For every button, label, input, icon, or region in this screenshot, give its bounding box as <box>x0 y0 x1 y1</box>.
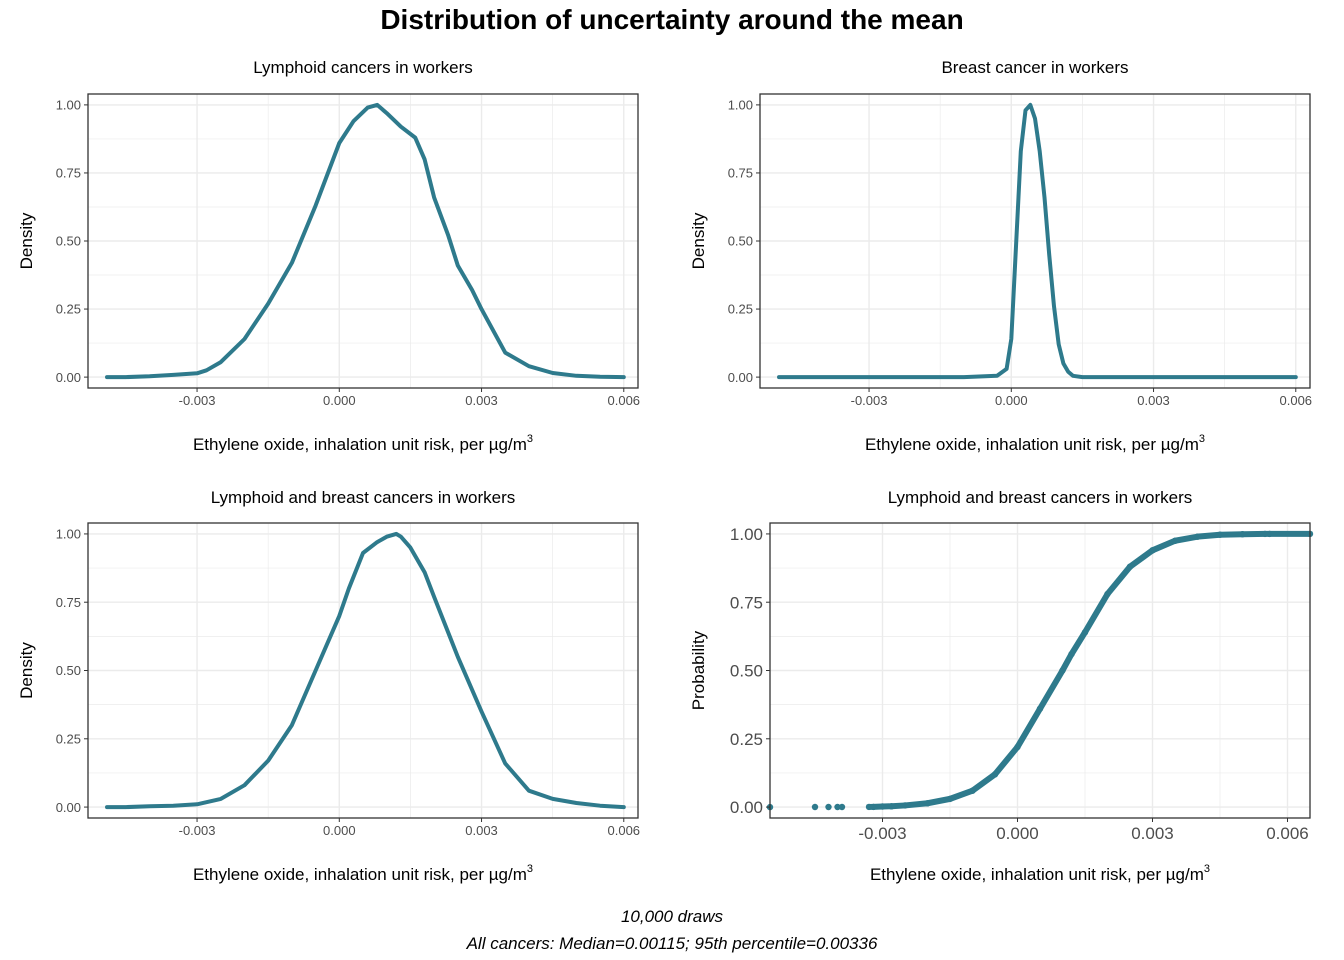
x-tick-label: -0.003 <box>179 823 216 838</box>
cdf-point <box>825 803 832 811</box>
x-tick-label: 0.003 <box>465 823 498 838</box>
x-tick-label: 0.000 <box>995 393 1028 408</box>
x-axis-label: Ethylene oxide, inhalation unit risk, pe… <box>870 863 1210 884</box>
x-axis-label: Ethylene oxide, inhalation unit risk, pe… <box>193 433 533 454</box>
y-tick-label: 0.00 <box>730 798 763 817</box>
panel-title: Lymphoid and breast cancers in workers <box>211 488 516 507</box>
x-axis-label-text: Ethylene oxide, inhalation unit risk, pe… <box>865 435 1199 454</box>
cdf-point <box>811 803 819 811</box>
y-tick-label: 0.75 <box>728 166 753 181</box>
x-tick-label: -0.003 <box>851 393 888 408</box>
panel-title: Lymphoid cancers in workers <box>253 58 473 77</box>
density-curve <box>105 531 626 810</box>
cdf-point-band <box>1059 651 1075 674</box>
y-axis-label: Density <box>17 212 36 269</box>
y-tick-label: 0.75 <box>56 595 81 610</box>
x-axis-label-superscript: 3 <box>527 433 533 445</box>
cdf-point-band <box>1104 563 1133 598</box>
y-tick-label: 0.00 <box>728 370 753 385</box>
x-axis-label: Ethylene oxide, inhalation unit risk, pe… <box>865 433 1205 454</box>
y-tick-label: 0.50 <box>730 662 763 681</box>
x-tick-label: -0.003 <box>858 824 906 843</box>
cdf-point-band <box>1172 533 1201 544</box>
caption-draws: 10,000 draws <box>620 907 724 926</box>
cdf-point-band <box>1014 705 1043 750</box>
y-tick-label: 0.75 <box>56 166 81 181</box>
x-tick-label: 0.006 <box>1266 824 1309 843</box>
figure-title: Distribution of uncertainty around the m… <box>380 4 964 35</box>
x-axis-label-superscript: 3 <box>527 863 533 875</box>
y-tick-label: 1.00 <box>728 98 753 113</box>
x-tick-label: 0.006 <box>1280 393 1313 408</box>
cdf-point-band <box>1127 547 1156 570</box>
y-tick-label: 0.25 <box>56 731 81 746</box>
y-axis-label: Density <box>17 642 36 699</box>
y-tick-label: 0.50 <box>728 234 753 249</box>
cdf-point-band <box>902 800 931 809</box>
density-curve <box>777 102 1298 380</box>
cdf-point-band <box>947 787 976 802</box>
x-axis-label-text: Ethylene oxide, inhalation unit risk, pe… <box>193 865 527 884</box>
y-tick-label: 0.00 <box>56 800 81 815</box>
cdf-point-band <box>1082 591 1111 636</box>
y-tick-label: 1.00 <box>56 98 81 113</box>
cdf-point <box>838 803 846 811</box>
x-tick-label: 0.000 <box>996 824 1039 843</box>
y-tick-label: 0.25 <box>56 302 81 317</box>
cdf-point-band <box>1217 531 1246 538</box>
y-tick-label: 0.50 <box>56 663 81 678</box>
x-axis-label-superscript: 3 <box>1199 433 1205 445</box>
x-tick-label: 0.000 <box>323 823 356 838</box>
y-tick-label: 1.00 <box>730 525 763 544</box>
cdf-point-band <box>924 795 953 807</box>
chart-panel-3: -0.003 0.000 0.003 0.006 0.00 0.25 0.50 0.75 1.0… <box>17 488 640 884</box>
chart-panel-1: -0.003 0.000 0.003 0.006 0.00 0.25 0.50 0.75 1.0… <box>17 58 640 454</box>
x-axis-label-text: Ethylene oxide, inhalation unit risk, pe… <box>193 435 527 454</box>
cdf-point-band <box>1037 667 1066 712</box>
y-tick-label: 1.00 <box>56 527 81 542</box>
chart-panel-2: -0.003 0.000 0.003 0.006 0.00 0.25 0.50 0.75 1.0… <box>689 58 1312 454</box>
chart-panel-4: -0.003 0.000 0.003 0.006 0.00 0.25 0.50 0.75 1.0… <box>689 488 1314 884</box>
cdf-point <box>834 803 841 811</box>
panel-title: Lymphoid and breast cancers in workers <box>888 488 1193 507</box>
cdf-point-band <box>969 771 998 794</box>
cdf-point-band <box>1068 629 1088 658</box>
caption-summary: All cancers: Median=0.00115; 95th percen… <box>466 934 878 953</box>
x-tick-label: -0.003 <box>179 393 216 408</box>
x-axis-label-text: Ethylene oxide, inhalation unit risk, pe… <box>870 865 1204 884</box>
cdf-point-band <box>1194 531 1223 540</box>
x-tick-label: 0.003 <box>465 393 498 408</box>
x-axis-label-superscript: 3 <box>1204 863 1210 875</box>
density-curve <box>105 102 626 380</box>
y-axis-label: Density <box>689 212 708 269</box>
x-axis-label: Ethylene oxide, inhalation unit risk, pe… <box>193 863 533 884</box>
y-axis-label: Probability <box>689 630 708 710</box>
x-tick-label: 0.003 <box>1131 824 1174 843</box>
y-tick-label: 0.00 <box>56 370 81 385</box>
cdf-point-band <box>992 743 1021 778</box>
y-tick-label: 0.75 <box>730 593 763 612</box>
y-tick-label: 0.50 <box>56 234 81 249</box>
y-tick-label: 0.25 <box>728 302 753 317</box>
x-tick-label: 0.006 <box>608 823 641 838</box>
y-tick-label: 0.25 <box>730 730 763 749</box>
x-tick-label: 0.003 <box>1137 393 1170 408</box>
x-tick-label: 0.000 <box>323 393 356 408</box>
x-tick-label: 0.006 <box>608 393 641 408</box>
cdf-point-band <box>1149 537 1178 554</box>
panel-title: Breast cancer in workers <box>941 58 1128 77</box>
